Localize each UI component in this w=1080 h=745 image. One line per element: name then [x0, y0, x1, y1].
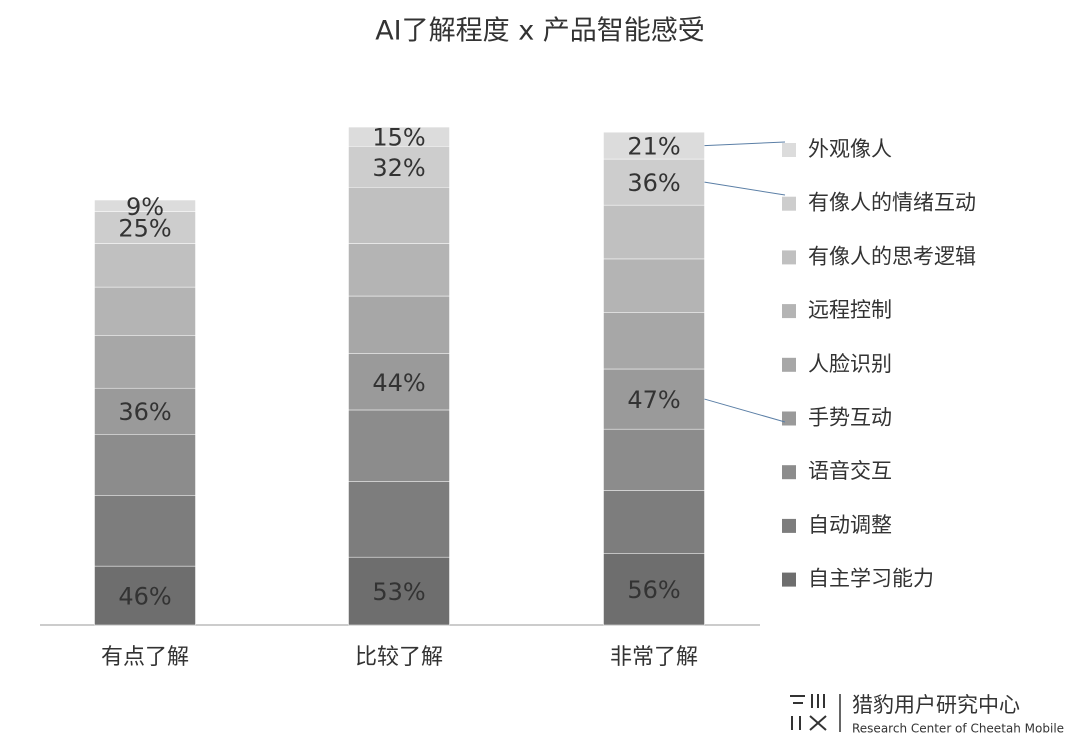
bar-segment [603, 553, 705, 626]
legend-label: 人脸识别 [808, 352, 892, 376]
legend-swatch [782, 143, 796, 157]
legend-swatch [782, 518, 796, 533]
bar-segment [94, 387, 196, 435]
bar-segment [94, 199, 196, 212]
bar-segment [603, 131, 705, 160]
legend-swatch [782, 572, 796, 587]
x-tick-label: 非常了解 [610, 645, 698, 670]
bar-segment [94, 434, 196, 496]
bar-segment [603, 204, 705, 260]
legend-swatch [782, 304, 796, 319]
data-label: 9% [126, 193, 164, 221]
bar-segment [348, 481, 450, 558]
data-label: 21% [627, 133, 680, 161]
legend-label: 有像人的情绪互动 [808, 191, 976, 215]
legend-label: 手势互动 [808, 406, 892, 430]
bar-segment [348, 186, 450, 244]
legend-swatch [782, 465, 796, 480]
data-label: 46% [118, 583, 171, 611]
bar-segment [94, 495, 196, 567]
leader-line [704, 141, 786, 147]
bar-segment [603, 368, 705, 430]
data-label: 47% [627, 386, 680, 414]
bar-segment [348, 243, 450, 297]
footer-brand-en: Research Center of Cheetah Mobile [852, 722, 1064, 736]
leader-line [704, 181, 786, 196]
data-label: 36% [118, 398, 171, 426]
bar-segment [94, 243, 196, 288]
leader-line [704, 398, 786, 423]
chart-title: AI了解程度 x 产品智能感受 [375, 16, 705, 47]
bar-segment [94, 286, 196, 336]
bar-segment [603, 490, 705, 554]
data-label: 44% [372, 369, 425, 397]
bar-segment [603, 312, 705, 370]
bar-segment [94, 565, 196, 626]
bar-segment [348, 353, 450, 411]
bar-segment [94, 335, 196, 389]
bar-segment [603, 158, 705, 206]
legend-label: 自动调整 [808, 513, 892, 537]
legend-swatch [782, 411, 796, 426]
bar-segment [348, 295, 450, 354]
footer-brand: 猎豹用户研究中心 [852, 693, 1020, 717]
legend-label: 语音交互 [808, 459, 892, 483]
bar-segment [603, 428, 705, 491]
legend-label: 外观像人 [808, 137, 892, 161]
legend-label: 远程控制 [808, 298, 892, 322]
legend-label: 自主学习能力 [808, 567, 934, 591]
data-label: 56% [627, 576, 680, 604]
legend-swatch [782, 357, 796, 372]
bar-segment [348, 556, 450, 626]
data-label: 32% [372, 154, 425, 182]
data-label: 15% [372, 124, 425, 152]
bar-segment [348, 409, 450, 482]
x-tick-label: 有点了解 [101, 645, 189, 670]
logo [790, 694, 841, 732]
data-label: 25% [118, 215, 171, 243]
legend-swatch [782, 250, 796, 265]
bar-segment [348, 146, 450, 188]
x-tick-label: 比较了解 [355, 645, 443, 670]
data-label: 53% [372, 578, 425, 606]
legend-swatch [782, 196, 796, 211]
legend-label: 有像人的思考逻辑 [808, 244, 976, 268]
bar-segment [94, 211, 196, 244]
bar-segment [348, 126, 450, 147]
data-label: 36% [627, 169, 680, 197]
bar-segment [603, 258, 705, 313]
